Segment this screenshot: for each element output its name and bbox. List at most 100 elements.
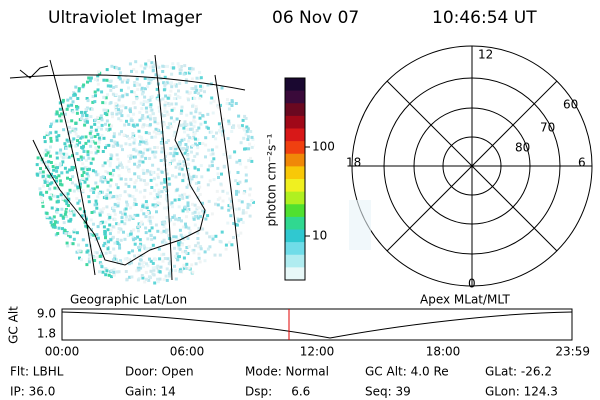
- pixel: [174, 269, 178, 273]
- pixel: [154, 135, 158, 139]
- pixel: [55, 220, 59, 224]
- pixel: [151, 203, 155, 207]
- pixel: [142, 253, 146, 257]
- pixel: [60, 207, 64, 211]
- info-field: Seq: 39: [365, 385, 411, 399]
- pixel: [170, 201, 174, 205]
- pixel: [87, 139, 91, 143]
- pixel: [116, 143, 120, 147]
- pixel: [191, 211, 195, 215]
- pixel: [244, 165, 248, 169]
- pixel: [119, 238, 123, 242]
- pixel: [140, 208, 144, 212]
- pixel: [56, 208, 60, 212]
- pixel: [156, 146, 159, 149]
- pixel: [88, 79, 92, 83]
- pixel: [154, 73, 158, 77]
- pixel: [165, 228, 169, 232]
- pixel: [160, 221, 164, 224]
- pixel: [126, 114, 130, 118]
- pixel: [113, 202, 117, 206]
- pixel: [180, 105, 184, 109]
- pixel: [194, 244, 198, 248]
- pixel: [251, 138, 255, 141]
- pixel: [105, 119, 109, 123]
- pixel: [214, 137, 218, 141]
- pixel: [133, 172, 137, 176]
- pixel: [238, 162, 242, 166]
- pixel: [56, 232, 60, 235]
- pixel: [176, 238, 180, 242]
- pixel: [201, 114, 205, 118]
- pixel: [84, 141, 88, 145]
- pixel: [104, 178, 108, 182]
- pixel: [144, 215, 148, 218]
- pixel: [186, 133, 190, 137]
- pixel: [247, 159, 251, 163]
- pixel: [89, 129, 93, 133]
- pixel: [65, 138, 69, 142]
- pixel: [178, 81, 182, 85]
- pixel: [94, 118, 98, 122]
- pixel: [71, 242, 75, 246]
- pixel: [53, 220, 57, 224]
- pixel: [158, 132, 162, 136]
- pixel: [191, 67, 195, 71]
- pixel: [198, 116, 202, 120]
- pixel: [173, 198, 177, 202]
- pixel: [164, 94, 168, 98]
- pixel: [151, 266, 155, 270]
- info-field: GLat: -26.2: [485, 365, 552, 379]
- pixel: [92, 233, 96, 237]
- pixel: [91, 95, 95, 98]
- pixel: [194, 214, 198, 218]
- pixel: [245, 129, 249, 133]
- pixel: [113, 241, 117, 245]
- pixel: [117, 75, 121, 79]
- pixel: [63, 112, 67, 116]
- pixel: [171, 62, 175, 66]
- pixel: [72, 91, 76, 94]
- pixel: [115, 194, 119, 198]
- pixel: [185, 267, 189, 270]
- pixel: [235, 160, 239, 164]
- pixel: [145, 124, 149, 127]
- polar-edge-emission: [349, 200, 371, 250]
- pixel: [38, 187, 42, 191]
- mlt-label: 6: [578, 156, 586, 170]
- pixel: [70, 165, 74, 169]
- pixel: [175, 117, 179, 121]
- pixel: [177, 198, 181, 202]
- pixel: [196, 188, 200, 192]
- pixel: [162, 229, 166, 233]
- pixel: [70, 181, 74, 185]
- pixel: [185, 195, 189, 199]
- pixel: [137, 152, 141, 156]
- pixel: [59, 213, 63, 217]
- pixel: [70, 140, 74, 143]
- pixel: [56, 195, 60, 199]
- pixel: [47, 168, 51, 171]
- pixel: [123, 123, 127, 127]
- pixel: [57, 174, 61, 178]
- pixel: [149, 178, 153, 182]
- pixel: [197, 91, 201, 95]
- pixel: [39, 195, 43, 199]
- pixel: [211, 237, 215, 241]
- pixel: [106, 180, 110, 184]
- pixel: [101, 270, 105, 274]
- pixel: [178, 228, 182, 232]
- pixel: [171, 215, 175, 219]
- pixel: [170, 81, 173, 85]
- pixel: [102, 244, 106, 248]
- pixel: [72, 237, 76, 241]
- pixel: [79, 136, 83, 140]
- pixel: [108, 223, 112, 227]
- pixel: [57, 134, 61, 138]
- pixel: [99, 114, 103, 118]
- pixel: [87, 174, 91, 178]
- pixel: [130, 69, 133, 73]
- pixel: [232, 222, 236, 225]
- pixel: [73, 129, 77, 133]
